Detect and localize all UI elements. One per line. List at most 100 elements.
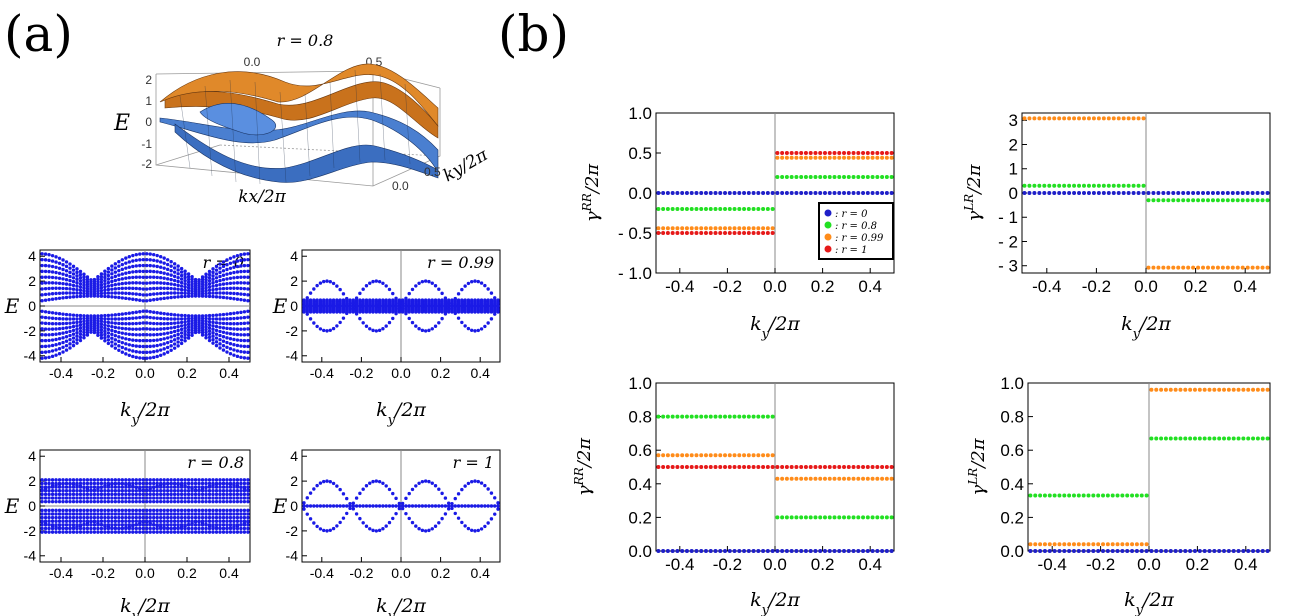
band-point [71,324,76,329]
band-point [221,343,226,348]
band-point [165,258,170,262]
band-point [99,288,104,293]
data-point [661,231,666,235]
band-point [127,332,132,336]
band-point [200,530,205,534]
y-tick-label: -2 [24,523,37,539]
data-point [684,207,689,211]
band-point [40,275,44,279]
band-point [235,327,240,331]
band-point [214,478,219,482]
data-point [780,476,785,481]
band-point [61,478,65,482]
band-point [172,295,177,299]
band-point [176,530,180,534]
band-point [75,496,79,500]
data-point [1052,542,1057,547]
band-point [246,257,250,262]
band-point [348,301,352,306]
band-point [131,519,135,523]
band-point [239,355,243,359]
data-point [1032,183,1037,188]
band-point [374,310,379,314]
data-point [1076,493,1081,498]
data-point [708,414,713,419]
data-point [732,231,737,235]
band-point [134,298,138,302]
band-point [183,332,187,337]
data-point [1032,116,1037,121]
data-point [827,191,832,195]
band-point [124,256,128,260]
band-point [246,523,250,527]
band-point [127,343,132,347]
band-point [131,499,135,504]
band-point [214,272,219,276]
data-point [842,175,847,179]
legend-marker [824,233,832,241]
band-point [179,273,184,278]
data-point [1086,493,1091,498]
data-point [761,453,766,458]
band-point [75,281,79,285]
band-point [57,281,62,285]
band-point [232,311,236,315]
band-point [179,512,184,516]
y-tick-label: -2 [286,523,299,539]
band-point [96,326,100,330]
band-point [138,356,142,360]
band-point [61,281,65,286]
band-point [239,499,243,504]
data-point [880,476,885,481]
band-point [172,270,177,274]
band-point [103,524,107,528]
band-point [214,496,219,500]
band-point [148,512,152,516]
band-point [361,310,365,314]
band-point [312,521,316,525]
y-tick-label: -2 [24,323,37,339]
band-point [207,512,212,516]
band-point [138,310,142,314]
data-point [1067,549,1072,553]
band-point [145,520,149,524]
y-tick-label: 1 [1009,160,1018,179]
band-point [207,269,212,274]
band-point [82,319,86,323]
data-point [1067,116,1072,121]
band-point [43,478,48,482]
band-point [152,264,156,268]
band-point [221,526,226,531]
data-point [727,231,732,235]
band-point [103,512,107,516]
data-point [775,476,780,481]
data-point [1149,549,1154,553]
band-point [221,348,226,352]
data-point [889,465,894,469]
data-point [861,155,866,160]
data-point [746,226,751,231]
band-point [96,321,100,325]
band-point [315,524,319,529]
band-point [391,310,395,314]
band-point [232,260,236,264]
band-point [138,530,142,534]
data-point [784,175,789,179]
band-point [176,523,180,527]
data-point [1231,436,1236,441]
band-point [246,499,250,504]
band-point [155,281,159,285]
band-point [99,314,104,318]
band-point [85,478,90,482]
band-point [397,501,402,506]
band-point [221,260,226,264]
data-point [718,191,723,195]
band-point [179,287,184,292]
band-point [43,258,48,262]
band-point [152,316,156,320]
data-point [1062,542,1067,547]
band-point [486,321,490,325]
band-point [371,310,375,314]
band-point [134,522,138,527]
band-point [120,496,125,500]
